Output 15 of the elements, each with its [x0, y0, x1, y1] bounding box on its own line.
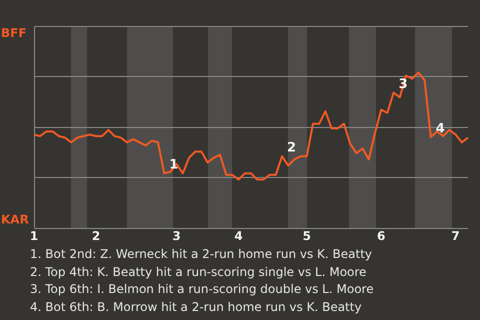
x-tick-label: 6 — [377, 228, 386, 243]
x-tick-label: 1 — [30, 228, 38, 243]
x-tick-label: 7 — [451, 228, 460, 243]
text: 4. Bot 6th: B. Morrow hit a 2-run home run vs K. Beatty — [30, 298, 363, 316]
annotation: 2 — [287, 140, 296, 156]
x-tick-label: 3 — [172, 228, 181, 243]
annotation: 4 — [436, 121, 445, 136]
text: 3. Top 6th: I. Belmon hit a run-scoring double vs L. Moore — [30, 281, 375, 298]
text: 2. Top 4th: K. Beatty hit a run-scoring single vs L. Moore — [30, 264, 368, 280]
x-tick-label: 2 — [92, 228, 100, 243]
text: 1. Bot 2nd: Z. Werneck hit a 2-run home run vs K. Beatty — [30, 246, 374, 263]
text: BFF — [1, 26, 27, 40]
x-tick-label: 4 — [234, 228, 243, 243]
text: KAR — [1, 212, 29, 227]
x-tick-label: 5 — [302, 228, 311, 243]
